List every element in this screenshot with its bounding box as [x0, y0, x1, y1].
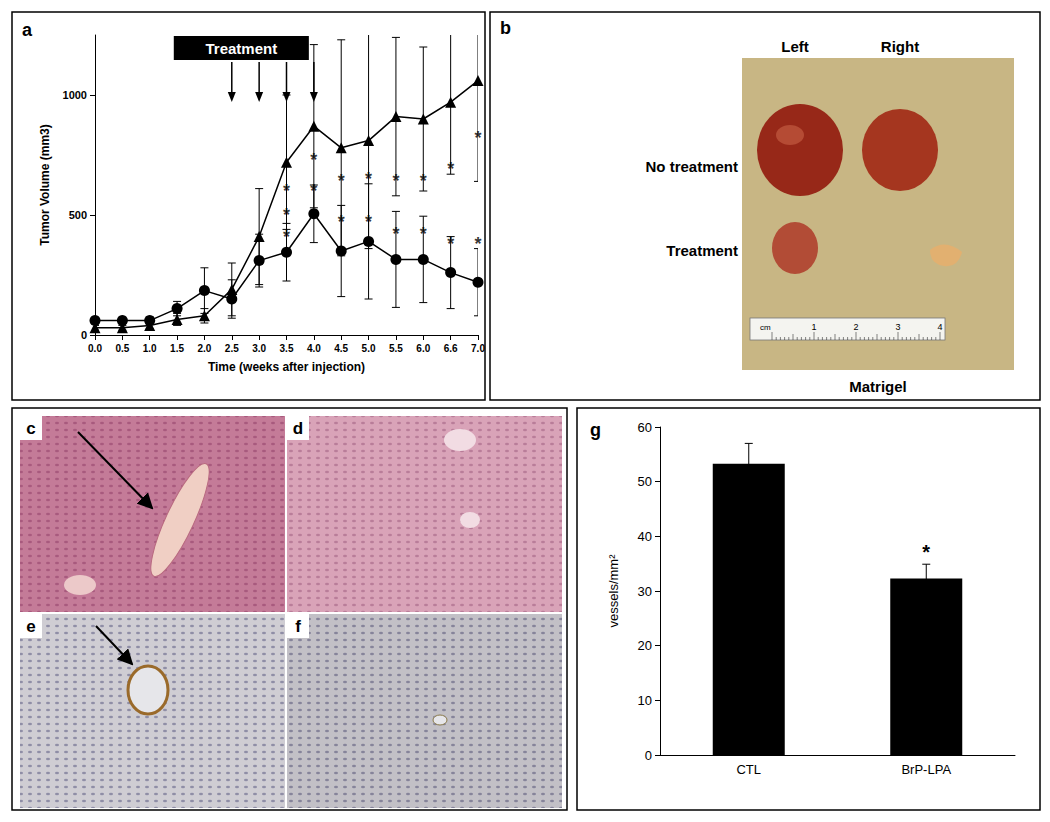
svg-text:Left: Left	[781, 38, 809, 55]
svg-text:1.5: 1.5	[170, 343, 184, 354]
svg-text:4.0: 4.0	[307, 343, 321, 354]
svg-text:2.0: 2.0	[197, 343, 211, 354]
svg-text:1.0: 1.0	[143, 343, 157, 354]
svg-text:3: 3	[895, 322, 900, 332]
svg-text:Time (weeks after injection): Time (weeks after injection)	[208, 360, 365, 374]
svg-text:*: *	[474, 128, 481, 148]
svg-text:e: e	[26, 617, 35, 636]
svg-text:40: 40	[638, 529, 652, 544]
svg-text:0: 0	[645, 748, 652, 763]
svg-text:Treatment: Treatment	[666, 242, 738, 259]
svg-text:1: 1	[811, 322, 816, 332]
svg-text:*: *	[365, 212, 372, 232]
svg-text:*: *	[474, 234, 481, 254]
svg-text:*: *	[420, 171, 427, 191]
svg-text:30: 30	[638, 584, 652, 599]
svg-text:b: b	[500, 18, 511, 38]
svg-text:*: *	[310, 181, 317, 201]
svg-text:*: *	[310, 150, 317, 170]
svg-text:3.5: 3.5	[280, 343, 294, 354]
svg-text:Matrigel: Matrigel	[849, 378, 907, 395]
svg-text:CTL: CTL	[736, 762, 761, 777]
svg-text:*: *	[447, 234, 454, 254]
svg-text:No treatment: No treatment	[645, 158, 738, 175]
svg-text:4.5: 4.5	[334, 343, 348, 354]
svg-text:*: *	[420, 224, 427, 244]
svg-text:*: *	[283, 181, 290, 201]
svg-text:7.0: 7.0	[471, 343, 485, 354]
svg-text:0.0: 0.0	[88, 343, 102, 354]
svg-text:2: 2	[853, 322, 858, 332]
svg-text:*: *	[338, 171, 345, 191]
svg-text:c: c	[26, 419, 35, 438]
svg-text:3.0: 3.0	[252, 343, 266, 354]
svg-text:*: *	[447, 159, 454, 179]
svg-text:a: a	[22, 20, 33, 40]
svg-text:Treatment: Treatment	[205, 40, 277, 57]
svg-text:f: f	[295, 617, 301, 636]
svg-text:0.5: 0.5	[115, 343, 129, 354]
svg-text:*: *	[338, 212, 345, 232]
svg-text:4: 4	[937, 322, 942, 332]
svg-text:5.0: 5.0	[362, 343, 376, 354]
svg-text:vessels/mm²: vessels/mm²	[606, 554, 621, 628]
svg-text:500: 500	[69, 209, 87, 221]
svg-text:1000: 1000	[63, 89, 87, 101]
svg-text:cm: cm	[760, 323, 771, 332]
svg-text:6.0: 6.0	[416, 343, 430, 354]
svg-text:*: *	[365, 169, 372, 189]
svg-text:*: *	[392, 171, 399, 191]
svg-text:*: *	[283, 227, 290, 247]
svg-text:*: *	[392, 224, 399, 244]
svg-text:*: *	[922, 541, 930, 563]
svg-text:0: 0	[81, 329, 87, 341]
svg-text:g: g	[590, 420, 601, 440]
svg-text:d: d	[293, 419, 303, 438]
svg-text:Right: Right	[881, 38, 919, 55]
svg-text:BrP-LPA: BrP-LPA	[901, 762, 951, 777]
svg-text:2.5: 2.5	[225, 343, 239, 354]
svg-text:Tumor Volume (mm3): Tumor Volume (mm3)	[38, 124, 52, 246]
svg-text:60: 60	[638, 420, 652, 435]
svg-text:50: 50	[638, 474, 652, 489]
svg-text:10: 10	[638, 693, 652, 708]
svg-text:*: *	[283, 205, 290, 225]
svg-text:20: 20	[638, 638, 652, 653]
svg-text:6.6: 6.6	[444, 343, 458, 354]
svg-text:5.5: 5.5	[389, 343, 403, 354]
